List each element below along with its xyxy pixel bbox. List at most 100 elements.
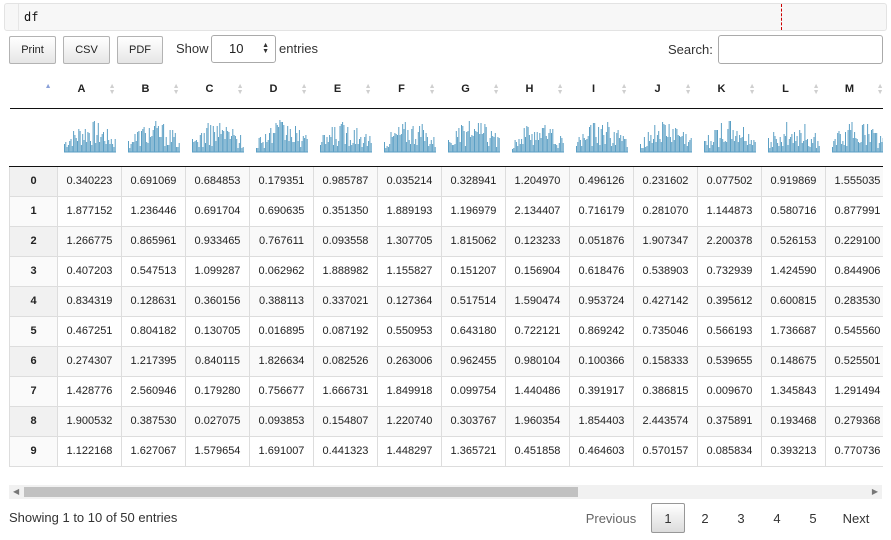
table-cell: 0.735046 bbox=[633, 316, 698, 347]
column-header-i[interactable]: I ▲ ▼ bbox=[569, 71, 634, 109]
search-input[interactable] bbox=[718, 35, 883, 64]
histogram-bar bbox=[810, 138, 812, 152]
table-cell: 0.148675 bbox=[761, 346, 826, 377]
column-header-m[interactable]: M ▲ ▼ bbox=[825, 71, 883, 109]
column-header-e[interactable]: E ▲ ▼ bbox=[313, 71, 378, 109]
histogram-bar bbox=[96, 134, 97, 152]
histogram-bar bbox=[793, 131, 795, 152]
table-row[interactable]: 6 0.274307 1.217395 0.840115 1.826634 0.08252… bbox=[9, 346, 883, 377]
histogram-bar bbox=[275, 122, 276, 152]
pdf-button[interactable]: PDF bbox=[117, 36, 163, 64]
column-header-k[interactable]: K ▲ ▼ bbox=[697, 71, 762, 109]
histogram-bar bbox=[848, 123, 850, 152]
histogram-bar bbox=[480, 122, 481, 152]
histogram-cell-k bbox=[697, 108, 762, 167]
print-button[interactable]: Print bbox=[9, 36, 56, 64]
page-button-1[interactable]: 1 bbox=[651, 503, 685, 533]
histogram-bar bbox=[66, 146, 68, 152]
table-row[interactable]: 0 0.340223 0.691069 0.684853 0.179351 0.98578… bbox=[9, 166, 883, 197]
table-row[interactable]: 7 1.428776 2.560946 0.179280 0.756677 1.66673… bbox=[9, 376, 883, 407]
histogram-bar bbox=[523, 127, 525, 152]
histogram-bar bbox=[178, 142, 180, 152]
column-header-b[interactable]: B ▲ ▼ bbox=[121, 71, 186, 109]
histogram-bar bbox=[413, 143, 415, 152]
page-button-3[interactable]: 3 bbox=[737, 510, 745, 526]
table-cell: 0.566193 bbox=[697, 316, 762, 347]
column-header-g[interactable]: G ▲ ▼ bbox=[441, 71, 506, 109]
histogram-bar bbox=[534, 139, 536, 152]
table-row[interactable]: 2 1.266775 0.865961 0.933465 0.767611 0.09355… bbox=[9, 226, 883, 257]
table-cell: 0.526153 bbox=[761, 226, 826, 257]
table-cell: 1.122168 bbox=[57, 436, 122, 467]
column-header-h[interactable]: H ▲ ▼ bbox=[505, 71, 570, 109]
histogram-bar bbox=[495, 146, 497, 152]
column-histogram bbox=[511, 124, 564, 152]
histogram-bar bbox=[651, 142, 653, 152]
histogram-bar bbox=[551, 128, 553, 152]
table-row[interactable]: 8 1.900532 0.387530 0.027075 0.093853 0.15480… bbox=[9, 406, 883, 437]
table-cell: 0.496126 bbox=[569, 166, 634, 197]
histogram-bar bbox=[490, 130, 492, 152]
histogram-bar bbox=[387, 146, 389, 152]
table-row[interactable]: 4 0.834319 0.128631 0.360156 0.388113 0.33702… bbox=[9, 286, 883, 317]
previous-page-button[interactable]: Previous bbox=[585, 510, 637, 526]
table-cell: 0.570157 bbox=[633, 436, 698, 467]
table-row[interactable]: 9 1.122168 1.627067 1.579654 1.691007 0.44132… bbox=[9, 436, 883, 467]
horizontal-scrollbar[interactable]: ◀ ▶ bbox=[9, 485, 882, 499]
histogram-bar bbox=[588, 126, 590, 152]
histogram-bar bbox=[478, 133, 480, 152]
table-cell: 0.391917 bbox=[569, 376, 634, 407]
entries-per-page-select[interactable]: 10 ▲ ▼ bbox=[211, 35, 276, 63]
column-header-f[interactable]: F ▲ ▼ bbox=[377, 71, 442, 109]
histogram-bar bbox=[357, 143, 359, 152]
table-cell: 0.722121 bbox=[505, 316, 570, 347]
page-button-4[interactable]: 4 bbox=[773, 510, 781, 526]
column-header-l[interactable]: L ▲ ▼ bbox=[761, 71, 826, 109]
column-header-a[interactable]: A ▲ ▼ bbox=[57, 71, 122, 109]
histogram-bar bbox=[404, 121, 406, 152]
table-cell: 0.281070 bbox=[633, 196, 698, 227]
table-cell: 0.840115 bbox=[185, 346, 250, 377]
table-row[interactable]: 5 0.467251 0.804182 0.130705 0.016895 0.08719… bbox=[9, 316, 883, 347]
page-button-5[interactable]: 5 bbox=[809, 510, 817, 526]
column-header-d[interactable]: D ▲ ▼ bbox=[249, 71, 314, 109]
column-header-c[interactable]: C ▲ ▼ bbox=[185, 71, 250, 109]
histogram-bar bbox=[363, 136, 365, 152]
histogram-bar bbox=[88, 132, 90, 152]
histogram-bar bbox=[303, 137, 305, 152]
histogram-bar bbox=[652, 138, 654, 152]
histogram-bar bbox=[831, 146, 833, 152]
histogram-bar bbox=[878, 142, 880, 152]
csv-button[interactable]: CSV bbox=[63, 36, 110, 64]
column-header-j[interactable]: J ▲ ▼ bbox=[633, 71, 698, 109]
code-text[interactable]: df bbox=[24, 10, 39, 24]
table-cell: 0.283530 bbox=[825, 286, 883, 317]
table-row[interactable]: 3 0.407203 0.547513 1.099287 0.062962 1.88898… bbox=[9, 256, 883, 287]
column-header-label: K bbox=[717, 83, 726, 96]
histogram-bar bbox=[429, 143, 430, 152]
histogram-bar bbox=[207, 122, 209, 152]
histogram-bar bbox=[230, 135, 232, 152]
histogram-bar bbox=[132, 141, 134, 152]
histogram-bar bbox=[562, 142, 564, 152]
table-row[interactable]: 1 1.877152 1.236446 0.691704 0.690635 0.35135… bbox=[9, 196, 883, 227]
scroll-left-icon[interactable]: ◀ bbox=[13, 487, 20, 496]
column-header-index[interactable]: ▲▼ bbox=[9, 71, 58, 109]
next-page-button[interactable]: Next bbox=[842, 510, 870, 526]
histogram-bar bbox=[777, 145, 779, 152]
histogram-bar bbox=[589, 124, 591, 152]
histogram-bar bbox=[169, 129, 171, 152]
table-cell: 1.345843 bbox=[761, 376, 826, 407]
histogram-bar bbox=[222, 130, 224, 152]
histogram-bar bbox=[331, 126, 333, 152]
histogram-bar bbox=[63, 143, 65, 152]
histogram-bar bbox=[281, 121, 283, 152]
code-cell[interactable]: df bbox=[4, 3, 887, 31]
scroll-right-icon[interactable]: ▶ bbox=[871, 487, 878, 496]
page-button-2[interactable]: 2 bbox=[701, 510, 709, 526]
histogram-bar bbox=[520, 138, 522, 152]
histogram-bar bbox=[597, 126, 599, 152]
table-cell: 1.428776 bbox=[57, 376, 122, 407]
scrollbar-thumb[interactable] bbox=[24, 487, 578, 497]
histogram-bar bbox=[646, 145, 647, 152]
